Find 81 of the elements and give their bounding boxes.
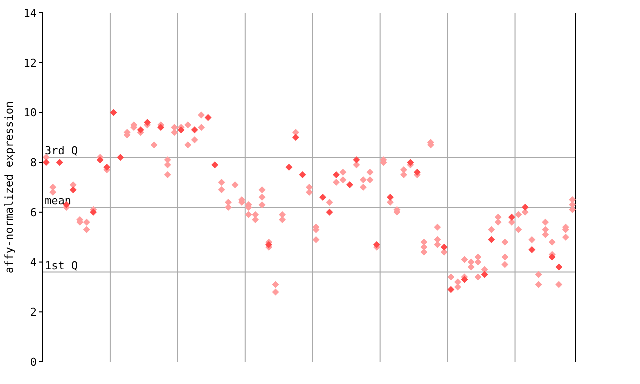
- point: [454, 284, 462, 291]
- point: [502, 261, 509, 268]
- point: [184, 142, 192, 149]
- point: [434, 241, 442, 248]
- point: [468, 264, 475, 271]
- point: [474, 258, 482, 266]
- ref-line-label: 1st Q: [45, 259, 78, 272]
- y-tick-label: 4: [30, 256, 38, 270]
- point: [407, 159, 414, 166]
- point: [258, 194, 266, 201]
- point: [400, 172, 408, 179]
- point: [164, 162, 172, 169]
- point: [117, 154, 124, 162]
- point: [434, 236, 442, 244]
- point: [212, 162, 219, 169]
- y-tick-label: 2: [30, 306, 37, 320]
- point: [266, 241, 273, 248]
- point: [420, 248, 428, 256]
- point: [144, 119, 152, 126]
- point: [448, 286, 455, 294]
- y-axis-title: affy-normalized expression: [3, 101, 16, 274]
- point: [204, 114, 212, 122]
- point: [420, 244, 428, 251]
- point: [137, 126, 144, 134]
- point: [535, 281, 542, 288]
- point: [110, 109, 118, 116]
- point: [218, 186, 226, 194]
- point: [522, 204, 529, 211]
- point: [96, 156, 104, 164]
- y-tick-label: 12: [24, 56, 37, 70]
- point: [562, 234, 570, 241]
- point: [461, 276, 468, 284]
- point: [481, 271, 488, 278]
- point: [440, 244, 448, 251]
- point: [56, 159, 64, 166]
- point: [488, 236, 496, 244]
- point: [286, 164, 293, 172]
- point: [90, 208, 98, 216]
- point: [474, 274, 482, 281]
- point: [326, 208, 334, 216]
- point: [70, 186, 77, 194]
- point: [340, 176, 347, 184]
- ref-line-label: 3rd Q: [45, 144, 78, 158]
- point: [104, 164, 111, 172]
- point: [258, 201, 266, 208]
- point: [386, 194, 394, 201]
- y-tick-label: 0: [30, 356, 37, 369]
- point: [191, 126, 198, 134]
- point: [83, 226, 90, 234]
- ref-line-label: mean: [45, 194, 72, 208]
- point: [346, 182, 354, 189]
- y-tick-label: 14: [24, 6, 38, 20]
- point: [373, 241, 380, 248]
- point: [494, 218, 502, 226]
- y-tick-label: 10: [24, 106, 37, 120]
- point: [366, 176, 374, 184]
- point: [548, 254, 556, 261]
- point: [158, 124, 165, 132]
- point: [542, 231, 550, 238]
- point: [502, 254, 509, 261]
- point: [198, 124, 206, 132]
- point: [171, 129, 178, 136]
- y-tick-label: 8: [30, 156, 37, 170]
- point: [319, 194, 326, 201]
- point: [515, 226, 522, 234]
- point: [299, 172, 306, 179]
- point: [164, 172, 172, 179]
- point: [43, 159, 50, 166]
- point: [556, 264, 563, 271]
- point: [353, 156, 360, 164]
- point: [360, 184, 367, 191]
- point: [178, 126, 185, 134]
- point: [272, 288, 280, 296]
- point: [508, 214, 516, 221]
- point: [292, 134, 300, 142]
- point: [414, 169, 421, 176]
- point: [245, 211, 252, 218]
- point: [312, 236, 320, 244]
- y-tick-label: 6: [30, 206, 37, 220]
- point: [332, 172, 340, 179]
- point: [528, 246, 536, 254]
